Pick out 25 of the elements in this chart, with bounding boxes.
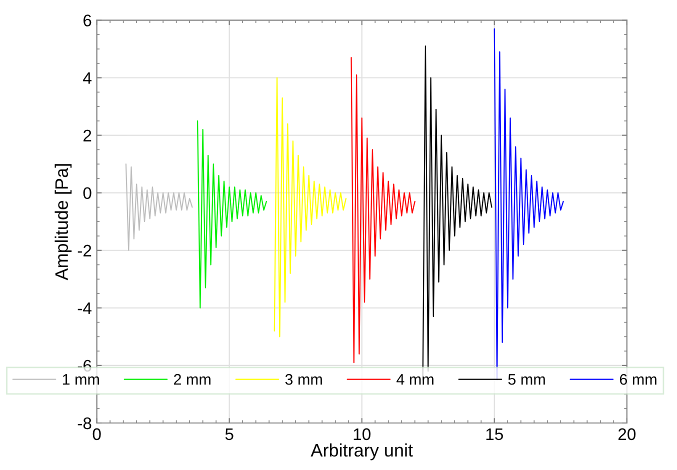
y-tick-label: 6 <box>84 14 92 26</box>
x-axis-title: Arbitrary unit <box>310 443 413 460</box>
legend-label: 6 mm <box>620 374 656 385</box>
legend-label: 4 mm <box>396 374 434 385</box>
y-tick-label: -2 <box>78 244 92 256</box>
y-tick-label: 2 <box>84 130 92 142</box>
line-series <box>274 77 347 338</box>
x-tick-label: 5 <box>225 428 234 440</box>
line-series <box>350 57 416 364</box>
y-tick-label: 4 <box>83 72 92 84</box>
legend-label: 2 mm <box>174 374 210 385</box>
x-tick-label: 15 <box>486 428 503 440</box>
y-tick-label: -4 <box>78 302 92 314</box>
x-tick-label: 10 <box>354 428 370 440</box>
y-axis-title: Amplitude [Pa] <box>54 164 72 280</box>
y-tick-label: -6 <box>78 360 92 372</box>
line-series <box>125 164 193 251</box>
y-tick-label: -8 <box>78 417 92 430</box>
line-series <box>196 120 267 308</box>
x-tick-label: 0 <box>92 428 101 440</box>
legend-label: 5 mm <box>508 374 545 385</box>
x-tick-label: 20 <box>618 428 636 440</box>
legend-label: 3 mm <box>285 374 322 385</box>
y-tick-label: 0 <box>83 187 92 200</box>
legend-label: 1 mm <box>62 374 99 385</box>
